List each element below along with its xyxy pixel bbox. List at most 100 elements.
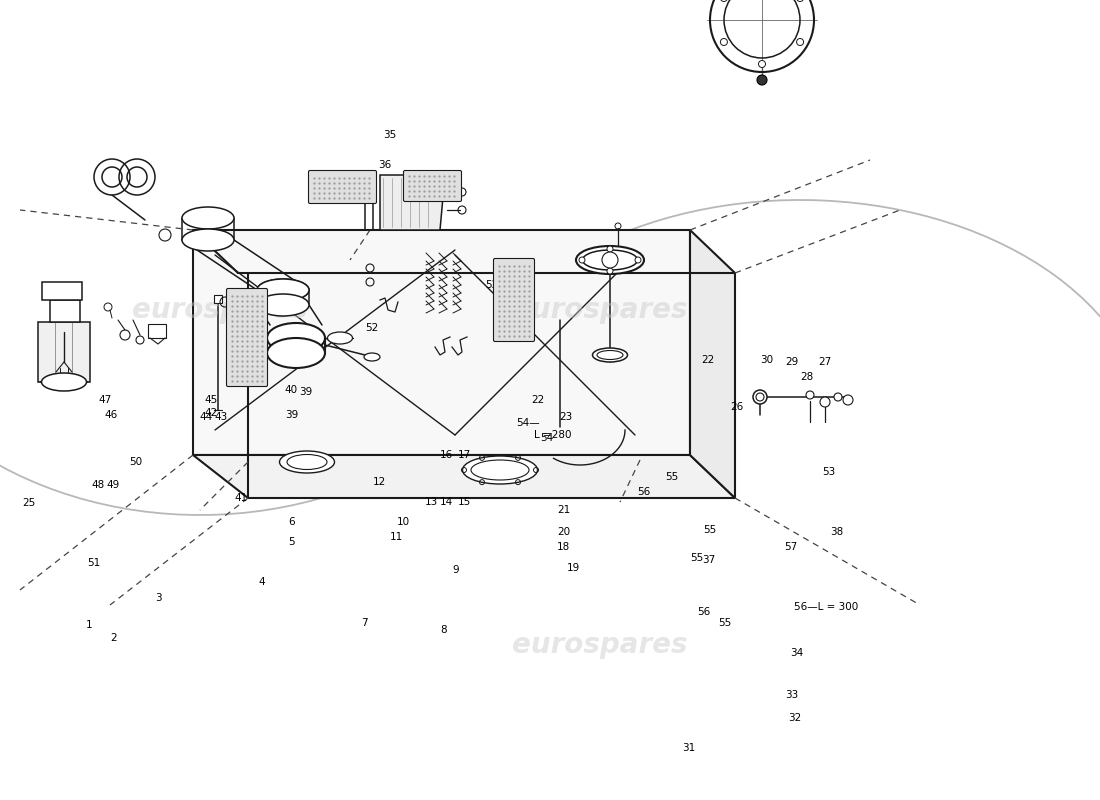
Text: 49: 49 bbox=[107, 480, 120, 490]
Text: 26: 26 bbox=[730, 402, 744, 412]
Text: 17: 17 bbox=[458, 450, 471, 460]
Circle shape bbox=[720, 38, 727, 46]
Text: 51: 51 bbox=[87, 558, 100, 568]
Circle shape bbox=[602, 252, 618, 268]
Ellipse shape bbox=[576, 246, 643, 274]
Text: 11: 11 bbox=[390, 532, 404, 542]
Text: 25: 25 bbox=[22, 498, 35, 508]
FancyBboxPatch shape bbox=[404, 170, 462, 202]
Text: 31: 31 bbox=[682, 743, 695, 753]
Text: eurospares: eurospares bbox=[132, 296, 308, 324]
Text: 54—: 54— bbox=[516, 418, 540, 428]
Text: 57: 57 bbox=[784, 542, 798, 552]
Ellipse shape bbox=[471, 460, 529, 480]
Circle shape bbox=[796, 38, 804, 46]
Text: 54: 54 bbox=[540, 433, 553, 443]
Text: eurospares: eurospares bbox=[513, 296, 688, 324]
Text: 35: 35 bbox=[384, 130, 397, 140]
Text: 34: 34 bbox=[790, 648, 803, 658]
Bar bbox=[214, 295, 222, 303]
Text: 9: 9 bbox=[452, 565, 459, 575]
Circle shape bbox=[820, 397, 830, 407]
Ellipse shape bbox=[257, 279, 309, 301]
Ellipse shape bbox=[279, 451, 334, 473]
Ellipse shape bbox=[182, 229, 234, 251]
Text: 39: 39 bbox=[285, 410, 298, 420]
Ellipse shape bbox=[328, 332, 352, 344]
Polygon shape bbox=[379, 175, 446, 230]
Ellipse shape bbox=[364, 353, 380, 361]
Text: L =280: L =280 bbox=[534, 430, 572, 440]
Ellipse shape bbox=[597, 350, 623, 359]
Text: 1: 1 bbox=[86, 620, 92, 630]
Ellipse shape bbox=[257, 279, 309, 301]
Text: 7: 7 bbox=[362, 618, 369, 628]
Text: 50: 50 bbox=[129, 457, 142, 467]
Ellipse shape bbox=[365, 175, 373, 181]
Circle shape bbox=[757, 75, 767, 85]
Text: 27: 27 bbox=[818, 357, 832, 367]
Polygon shape bbox=[192, 230, 690, 455]
Ellipse shape bbox=[593, 348, 627, 362]
Polygon shape bbox=[39, 322, 90, 382]
Polygon shape bbox=[690, 230, 735, 498]
Text: 14: 14 bbox=[440, 497, 453, 507]
Text: 19: 19 bbox=[566, 563, 580, 573]
Ellipse shape bbox=[42, 373, 87, 391]
Text: 39: 39 bbox=[299, 387, 312, 397]
Circle shape bbox=[806, 391, 814, 399]
Text: 12: 12 bbox=[373, 477, 386, 487]
Ellipse shape bbox=[287, 454, 327, 470]
Text: 23: 23 bbox=[559, 412, 572, 422]
Text: 56: 56 bbox=[637, 487, 650, 497]
Circle shape bbox=[843, 395, 852, 405]
Circle shape bbox=[759, 61, 766, 67]
Text: 37: 37 bbox=[702, 555, 715, 565]
Text: 20: 20 bbox=[557, 527, 570, 537]
Text: 53: 53 bbox=[822, 467, 835, 477]
Text: 4: 4 bbox=[258, 577, 265, 587]
Text: 56: 56 bbox=[697, 607, 711, 617]
Polygon shape bbox=[192, 455, 735, 498]
Text: 52: 52 bbox=[365, 323, 378, 333]
Text: 8: 8 bbox=[440, 625, 447, 635]
Text: 10: 10 bbox=[397, 517, 410, 527]
Circle shape bbox=[720, 0, 727, 2]
Bar bbox=[42, 282, 82, 300]
Text: 45: 45 bbox=[205, 395, 218, 405]
Bar bbox=[365, 180, 373, 230]
Text: 55: 55 bbox=[703, 525, 716, 535]
Circle shape bbox=[796, 0, 804, 2]
Text: 44: 44 bbox=[200, 412, 213, 422]
Text: 22: 22 bbox=[702, 355, 715, 365]
Text: 21: 21 bbox=[557, 505, 570, 515]
Text: 38: 38 bbox=[830, 527, 844, 537]
Circle shape bbox=[607, 268, 613, 274]
Text: 2: 2 bbox=[110, 633, 117, 643]
Text: eurospares: eurospares bbox=[513, 631, 688, 659]
Text: 13: 13 bbox=[425, 497, 438, 507]
Text: 6: 6 bbox=[288, 517, 295, 527]
Circle shape bbox=[635, 257, 641, 263]
Text: 41: 41 bbox=[234, 493, 248, 503]
Ellipse shape bbox=[267, 338, 324, 368]
Text: 33: 33 bbox=[785, 690, 799, 700]
Text: 42: 42 bbox=[205, 408, 218, 418]
Text: 28: 28 bbox=[800, 372, 813, 382]
Text: 32: 32 bbox=[788, 713, 801, 723]
Text: 3: 3 bbox=[155, 593, 162, 603]
Text: 55: 55 bbox=[718, 618, 732, 628]
Circle shape bbox=[834, 393, 842, 401]
Circle shape bbox=[754, 390, 767, 404]
Text: 46: 46 bbox=[104, 410, 118, 420]
Circle shape bbox=[579, 257, 585, 263]
Text: 48: 48 bbox=[91, 480, 104, 490]
Ellipse shape bbox=[267, 323, 324, 353]
Text: 55: 55 bbox=[666, 472, 679, 482]
Text: 5: 5 bbox=[288, 537, 295, 547]
Text: 29: 29 bbox=[785, 357, 799, 367]
Ellipse shape bbox=[182, 207, 234, 229]
Text: 47: 47 bbox=[99, 395, 112, 405]
Ellipse shape bbox=[257, 294, 309, 316]
Bar bbox=[148, 324, 166, 338]
